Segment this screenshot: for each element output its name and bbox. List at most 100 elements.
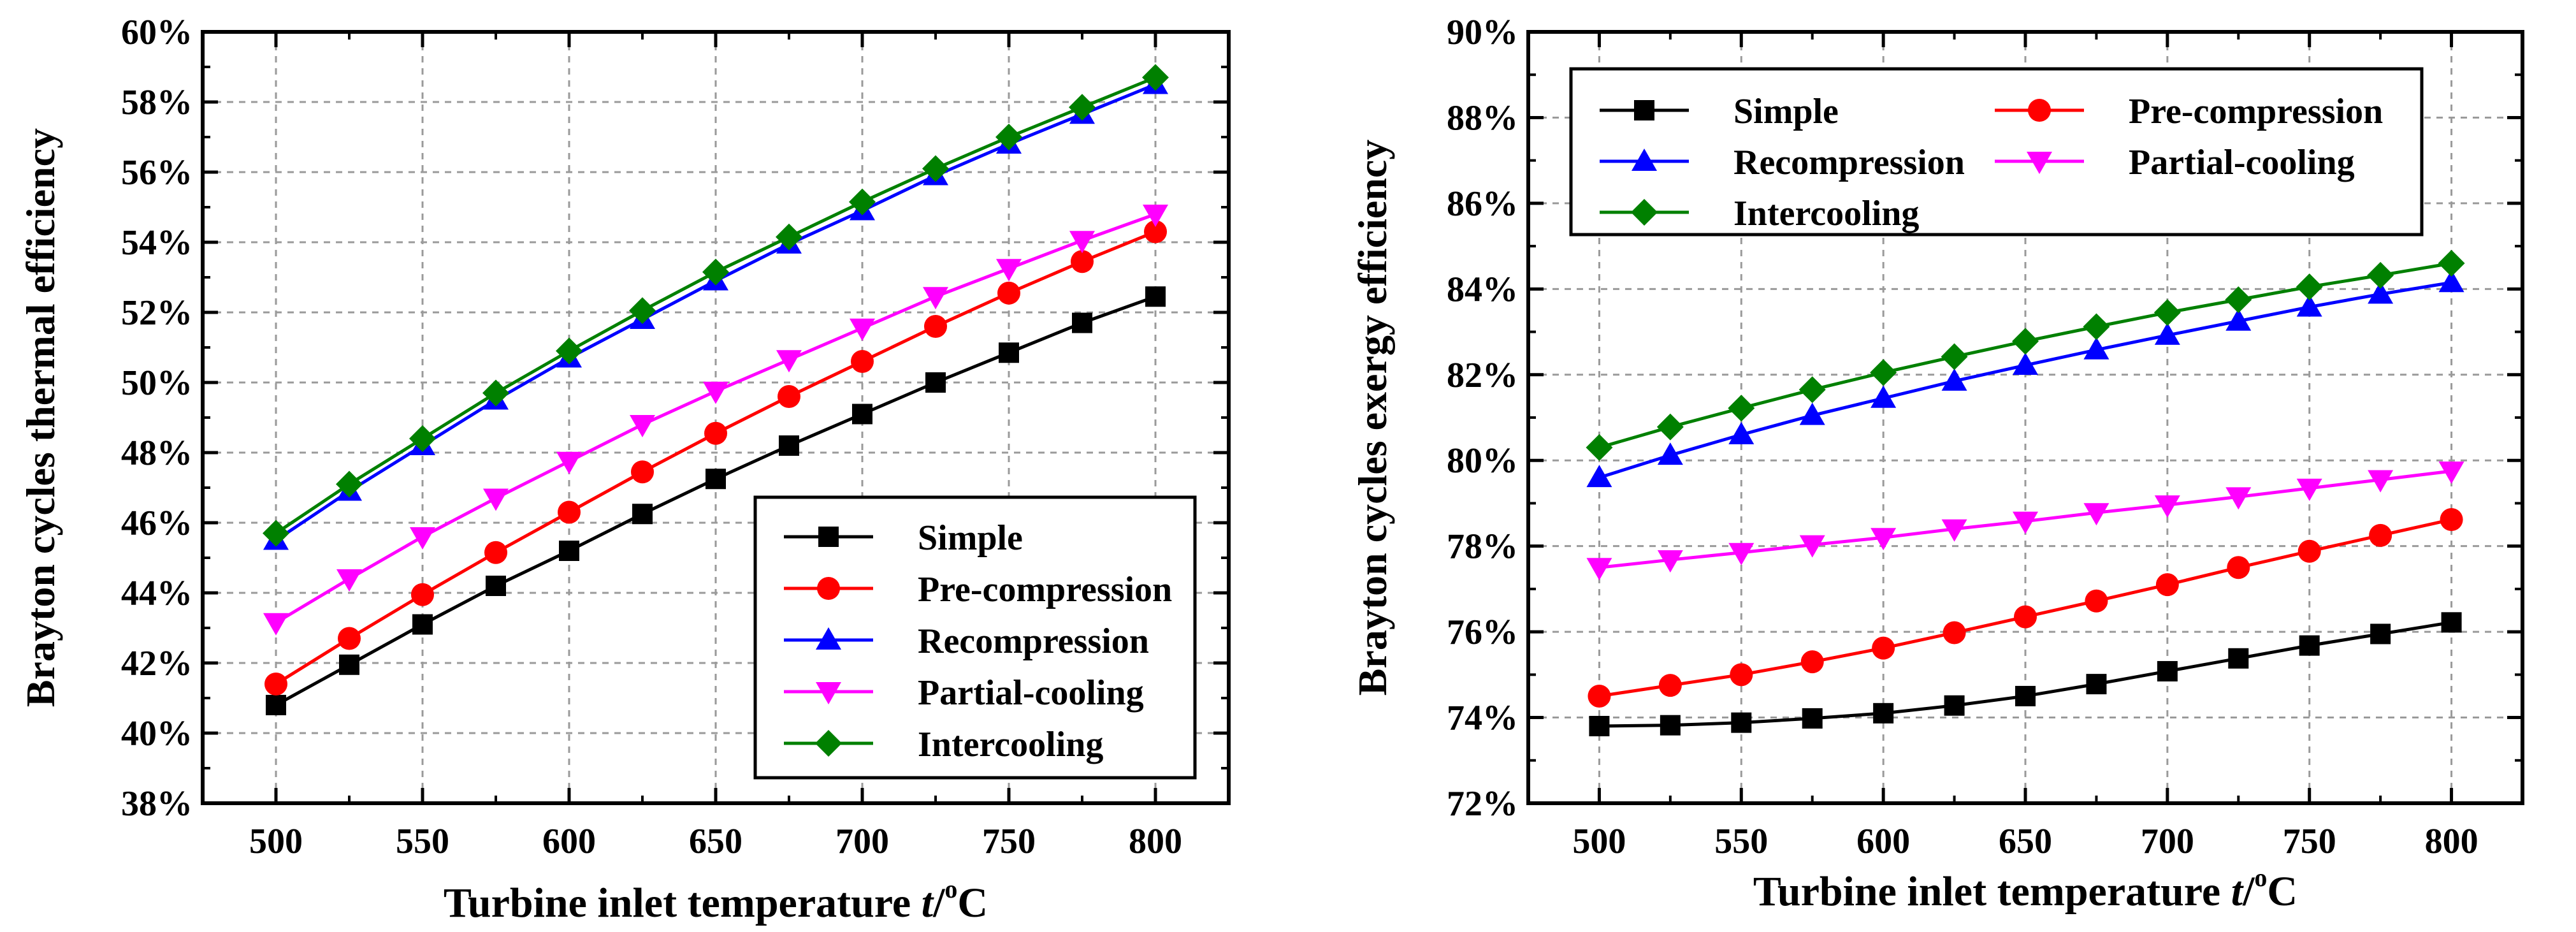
legend-box [1569, 67, 2424, 237]
data-point [2438, 270, 2464, 293]
data-point [1941, 519, 1967, 542]
legend-label: Recompression [918, 622, 1149, 661]
data-point [1657, 550, 1683, 573]
data-point [1144, 220, 1167, 244]
x-tick-label: 600 [542, 822, 596, 861]
legend-item-pre-compression: Pre-compression [1995, 92, 2383, 131]
data-point [484, 541, 507, 564]
y-tick-label: 90% [1447, 13, 1518, 52]
data-point [923, 287, 948, 310]
data-point [1870, 359, 1897, 386]
x-tick-label: 550 [1714, 822, 1768, 861]
data-point [2297, 539, 2321, 563]
data-point [263, 520, 289, 547]
data-point [922, 155, 949, 182]
data-point [852, 404, 872, 425]
data-point [632, 504, 653, 525]
data-point [925, 372, 946, 393]
data-point [924, 315, 947, 338]
data-point [2367, 261, 2394, 289]
series-pre-compression [1588, 507, 2463, 708]
legend-item-simple: Simple [1600, 92, 1839, 131]
x-axis: 500 550 600 650 700 750 800 [1572, 32, 2524, 861]
x-tick-label: 650 [1999, 822, 2052, 861]
legend-marker [2028, 99, 2051, 122]
data-point [2083, 503, 2109, 526]
data-point [630, 415, 655, 437]
data-point [412, 614, 433, 635]
data-point [1069, 94, 1096, 121]
legend-marker [815, 730, 842, 757]
series-simple [1589, 612, 2462, 736]
x-axis-title: Turbine inlet temperature t/oC [444, 875, 988, 926]
data-point [556, 337, 582, 365]
data-point [1731, 712, 1752, 733]
data-point [482, 379, 509, 407]
data-point [2083, 337, 2109, 360]
data-point [2086, 674, 2107, 695]
data-point [703, 381, 728, 404]
legend-marker [1632, 149, 1657, 171]
x-tick-label: 500 [1572, 822, 1626, 861]
data-point [629, 297, 656, 324]
data-point [1586, 558, 1612, 581]
y-tick-label: 84% [1447, 270, 1518, 309]
data-point [1802, 708, 1823, 729]
x-axis-title-main: Turbine inlet temperature [444, 880, 922, 926]
data-point [778, 385, 800, 408]
data-point [2085, 589, 2108, 613]
legend-marker [816, 682, 841, 704]
legend-label: Partial-cooling [2129, 143, 2355, 182]
data-point [411, 583, 434, 606]
data-point [266, 695, 286, 715]
data-point [999, 342, 1019, 363]
data-point [704, 421, 727, 445]
legend-item-simple: Simple [784, 518, 1023, 558]
y-tick-label: 86% [1447, 184, 1518, 224]
x-axis-title-degree: o [2254, 863, 2267, 892]
data-point [2296, 273, 2323, 300]
legend-marker [2027, 152, 2052, 174]
data-point [339, 654, 359, 675]
x-axis: 500 550 600 650 700 750 800 [249, 32, 1230, 861]
data-point [2228, 648, 2249, 669]
x-tick-label: 800 [1129, 822, 1182, 861]
data-point [849, 188, 876, 215]
data-point [2083, 313, 2110, 340]
data-point [2441, 612, 2462, 633]
legend-label: Simple [918, 518, 1023, 558]
legend-item-pre-compression: Pre-compression [784, 570, 1172, 609]
data-point [2013, 511, 2038, 534]
data-point [1589, 716, 1610, 736]
data-point [1730, 663, 1753, 687]
x-axis-title-unit: C [2267, 868, 2297, 915]
legend-marker [817, 577, 840, 600]
x-tick-label: 500 [249, 822, 303, 861]
data-point [1660, 715, 1681, 736]
data-point [559, 541, 579, 561]
x-axis-title-unit: C [957, 880, 988, 926]
y-axis: 38% 40% 42% 44% 46% 48% 50% 52% 54% 56% 58% 60% [121, 13, 1229, 824]
x-axis-title: Turbine inlet temperature t/oC [1753, 863, 2297, 915]
y-tick-label: 42% [121, 644, 192, 683]
data-point [1870, 385, 1897, 408]
series-intercooling [1586, 250, 2465, 462]
x-axis-title-main: Turbine inlet temperature [1753, 868, 2231, 915]
data-point [1798, 376, 1826, 404]
x-tick-label: 600 [1856, 822, 1910, 861]
y-tick-label: 48% [121, 433, 192, 473]
y-tick-label: 40% [121, 714, 192, 754]
data-point [996, 259, 1022, 282]
x-tick-label: 700 [2141, 822, 2194, 861]
y-tick-label: 46% [121, 504, 192, 543]
data-point [2225, 308, 2252, 331]
data-point [1658, 674, 1682, 697]
data-point [995, 124, 1022, 150]
data-point [1728, 421, 1755, 444]
legend-item-recompression: Recompression [784, 622, 1149, 661]
series-simple [266, 286, 1166, 715]
data-point [2154, 322, 2180, 345]
exergy-efficiency-chart: 500 550 600 650 700 750 800 72% 74% 76% 78% 80% 82% 8… [1350, 13, 2524, 915]
y-tick-label: 88% [1447, 98, 1518, 138]
legend-label: Pre-compression [918, 570, 1172, 609]
